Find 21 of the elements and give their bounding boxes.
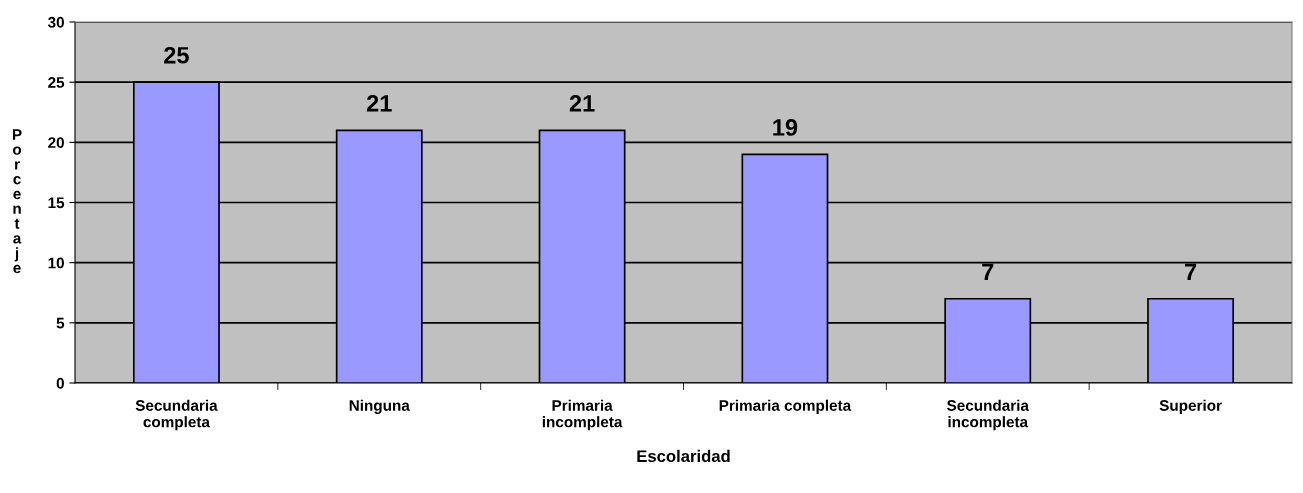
y-tick-label: 20 bbox=[48, 137, 64, 149]
data-label: 19 bbox=[773, 119, 798, 136]
y-tick-label: 30 bbox=[47, 16, 64, 28]
x-tick-label: Superior bbox=[1159, 399, 1222, 414]
y-tick-label: 15 bbox=[48, 197, 65, 209]
y-tick-label: 5 bbox=[56, 317, 65, 329]
text: Porcentaje bbox=[12, 129, 22, 274]
x-tick-label: Secundaria incompleta bbox=[947, 399, 1030, 431]
data-label: 21 bbox=[569, 95, 595, 112]
y-tick-label: 25 bbox=[48, 77, 65, 88]
y-tick-label: 0 bbox=[56, 377, 64, 389]
x-tick-label: Secundaria completa bbox=[135, 399, 218, 431]
x-tick-label: Primaria completa bbox=[719, 399, 852, 414]
x-axis-title: Escolaridad bbox=[637, 449, 730, 463]
x-tick-label: Primaria incompleta bbox=[542, 399, 623, 431]
x-tick-label: Ninguna bbox=[349, 399, 410, 414]
y-tick-label: 10 bbox=[48, 257, 64, 269]
data-label: 25 bbox=[164, 46, 189, 64]
data-label: 21 bbox=[366, 95, 392, 112]
data-label: 7 bbox=[1185, 263, 1197, 280]
data-label: 7 bbox=[982, 263, 994, 280]
